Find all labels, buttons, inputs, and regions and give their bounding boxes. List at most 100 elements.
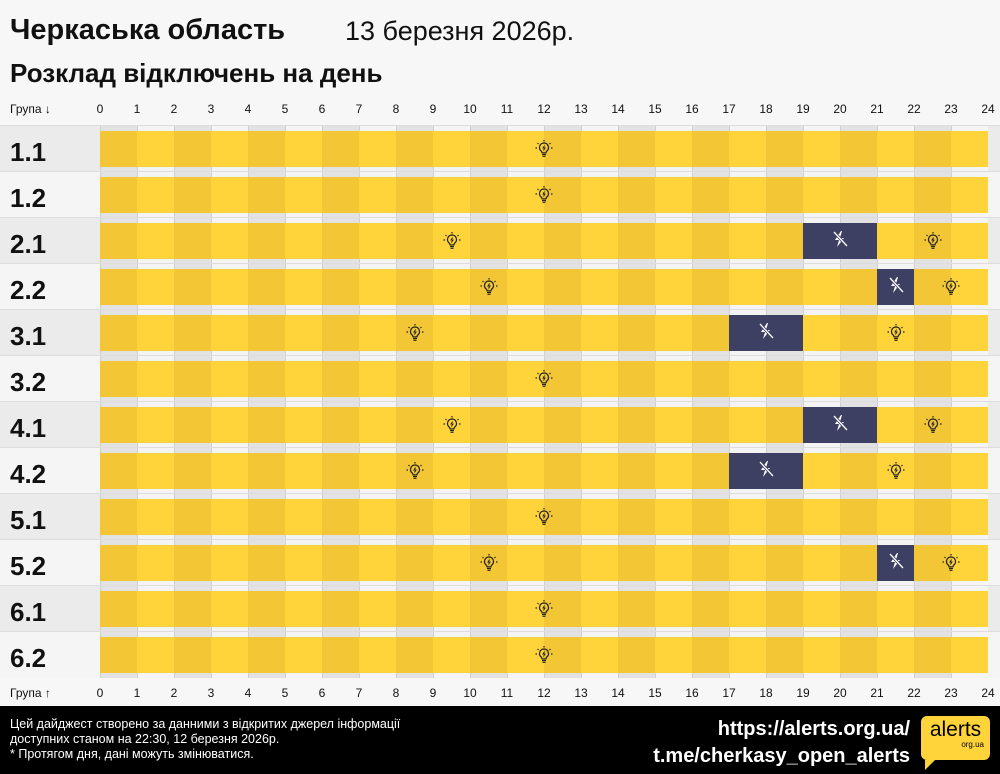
hour-tick-label: 17 — [722, 686, 736, 700]
power-on-cell — [914, 315, 951, 351]
hour-tick-label: 1 — [133, 102, 141, 116]
power-on-cell — [581, 637, 618, 673]
power-on-cell — [470, 223, 507, 259]
power-on-cell — [433, 177, 470, 213]
power-on-cell — [914, 499, 951, 535]
power-off-block[interactable] — [729, 453, 803, 489]
power-on-cell — [100, 315, 137, 351]
power-on-cell — [544, 499, 581, 535]
hour-tick-label: 19 — [796, 686, 810, 700]
power-on-cell — [544, 315, 581, 351]
power-on-cell — [655, 499, 692, 535]
hour-tick-label: 2 — [170, 102, 178, 116]
power-off-block[interactable] — [877, 545, 914, 581]
group-name: 4.1 — [10, 413, 47, 443]
power-on-cell — [951, 131, 988, 167]
power-on-cell — [729, 269, 766, 305]
power-on-cell — [766, 637, 803, 673]
group-name: 3.1 — [10, 321, 47, 351]
group-name: 5.1 — [10, 505, 47, 535]
hour-tick-label: 8 — [392, 102, 400, 116]
power-on-cell — [877, 177, 914, 213]
note-line: доступних станом на 22:30, 12 березня 20… — [10, 732, 280, 746]
power-on-cell — [137, 361, 174, 397]
lightbulb-icon — [923, 415, 943, 435]
group-sort-label[interactable]: Група ↓ — [10, 102, 51, 116]
power-on-cell — [914, 131, 951, 167]
power-on-cell — [285, 545, 322, 581]
power-on-cell — [396, 269, 433, 305]
power-on-cell — [137, 315, 174, 351]
power-on-cell — [433, 315, 470, 351]
power-on-cell — [877, 131, 914, 167]
power-on-cell — [285, 591, 322, 627]
power-on-cell — [211, 637, 248, 673]
site-link[interactable]: https://alerts.org.ua/ — [717, 718, 910, 740]
power-on-cell — [803, 131, 840, 167]
group-name: 1.1 — [10, 137, 47, 167]
hour-tick-label: 15 — [648, 686, 662, 700]
power-on-cell — [581, 223, 618, 259]
hour-tick-label: 24 — [981, 686, 995, 700]
lightbulb-icon — [442, 415, 462, 435]
power-on-cell — [581, 591, 618, 627]
power-off-block[interactable] — [729, 315, 803, 351]
power-on-cell — [137, 269, 174, 305]
power-on-cell — [618, 499, 655, 535]
power-on-cell — [840, 637, 877, 673]
power-on-cell — [766, 131, 803, 167]
power-on-cell — [692, 499, 729, 535]
group-sort-label-bottom[interactable]: Група ↑ — [10, 686, 51, 700]
hour-tick-label: 21 — [870, 686, 884, 700]
power-off-block[interactable] — [803, 223, 877, 259]
power-off-block[interactable] — [877, 269, 914, 305]
power-on-cell — [285, 131, 322, 167]
power-on-cell — [470, 361, 507, 397]
power-on-cell — [211, 499, 248, 535]
power-on-cell — [877, 361, 914, 397]
power-on-cell — [840, 131, 877, 167]
group-row: 1.2 — [0, 171, 1000, 218]
hour-tick-label: 19 — [796, 102, 810, 116]
lightbulb-icon — [534, 599, 554, 619]
schedule-grid: 1.1 1.2 2.1 2.2 3.1 3.2 4.1 4.2 5.1 5.2 6.1 6.2 — [0, 125, 1000, 678]
power-on-cell — [655, 545, 692, 581]
power-on-cell — [396, 499, 433, 535]
lightbulb-icon — [534, 139, 554, 159]
power-off-block[interactable] — [803, 407, 877, 443]
power-on-cell — [618, 269, 655, 305]
power-on-cell — [248, 315, 285, 351]
power-on-cell — [655, 591, 692, 627]
power-on-cell — [729, 637, 766, 673]
power-on-cell — [433, 131, 470, 167]
power-on-cell — [322, 269, 359, 305]
power-on-cell — [544, 131, 581, 167]
lightbulb-icon — [923, 231, 943, 251]
power-on-cell — [544, 453, 581, 489]
power-on-cell — [396, 591, 433, 627]
power-on-cell — [544, 177, 581, 213]
crossed-lightning-icon — [756, 459, 776, 484]
power-on-cell — [766, 223, 803, 259]
power-on-cell — [951, 269, 988, 305]
alerts-logo: alerts org.ua — [921, 716, 990, 770]
power-on-cell — [877, 223, 914, 259]
power-on-cell — [507, 407, 544, 443]
power-on-cell — [248, 131, 285, 167]
power-on-cell — [766, 545, 803, 581]
power-on-cell — [396, 637, 433, 673]
power-on-cell — [137, 545, 174, 581]
power-on-cell — [729, 177, 766, 213]
group-row: 2.2 — [0, 263, 1000, 310]
power-on-cell — [396, 131, 433, 167]
hour-tick-label: 2 — [170, 686, 178, 700]
power-on-cell — [174, 453, 211, 489]
power-on-cell — [470, 177, 507, 213]
power-on-cell — [729, 545, 766, 581]
power-on-cell — [137, 223, 174, 259]
hour-tick-label: 7 — [355, 686, 363, 700]
group-name: 4.2 — [10, 459, 47, 489]
telegram-link[interactable]: t.me/cherkasy_open_alerts — [653, 745, 910, 767]
power-on-cell — [618, 223, 655, 259]
power-on-cell — [544, 545, 581, 581]
